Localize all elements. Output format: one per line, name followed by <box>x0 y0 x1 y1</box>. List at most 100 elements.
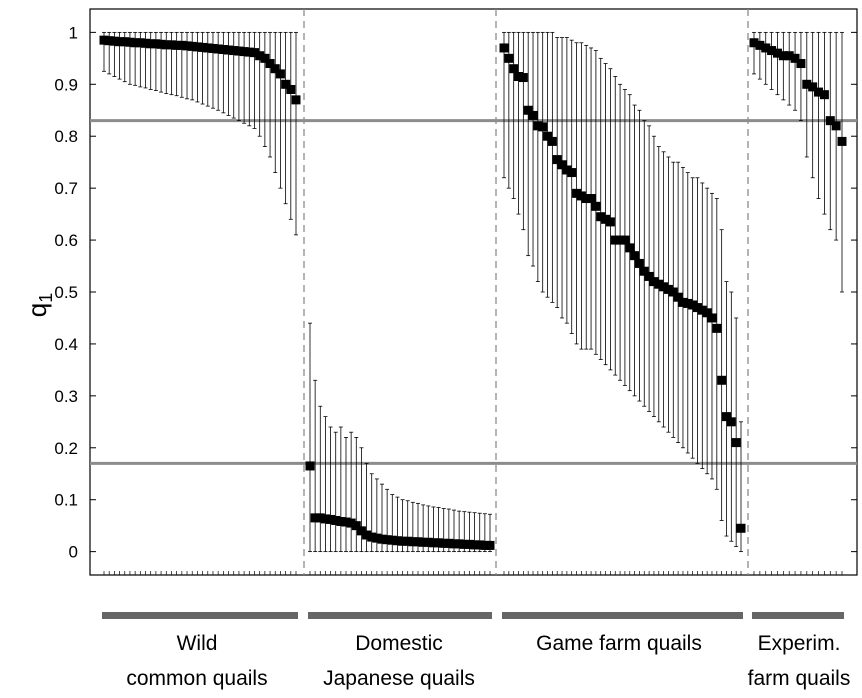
data-point <box>562 165 572 175</box>
data-point <box>192 42 202 52</box>
y-tick-label: 0.7 <box>54 179 78 198</box>
data-point <box>514 72 524 82</box>
data-point <box>234 46 244 56</box>
data-point <box>504 53 514 63</box>
data-point <box>712 323 722 333</box>
data-point <box>439 538 449 548</box>
group-label-1-line-1: Wild <box>177 632 218 655</box>
data-point <box>413 537 423 547</box>
data-point <box>796 59 806 69</box>
data-point <box>161 40 171 50</box>
data-point <box>449 539 459 549</box>
data-point <box>814 87 824 97</box>
data-point <box>717 375 727 385</box>
data-point <box>398 536 408 546</box>
data-point <box>620 235 630 245</box>
data-point <box>610 235 620 245</box>
group-label-4-line-1: Experim. <box>758 632 841 655</box>
data-point <box>485 540 495 550</box>
data-point <box>151 39 161 49</box>
plot-area <box>89 8 858 576</box>
data-point <box>591 201 601 211</box>
group-bar-1 <box>102 612 298 619</box>
data-point <box>177 40 187 50</box>
data-point <box>356 526 366 536</box>
group-bar-3 <box>502 612 743 619</box>
data-point <box>310 513 320 523</box>
error-bars <box>102 31 844 553</box>
y-tick-label: 0.5 <box>54 283 78 302</box>
data-point <box>187 41 197 51</box>
data-point <box>464 539 474 549</box>
y-tick-label: 0.2 <box>54 439 78 458</box>
data-point <box>125 37 135 47</box>
data-point <box>454 539 464 549</box>
data-point <box>581 194 591 204</box>
data-point <box>755 40 765 50</box>
group-bars <box>102 612 844 619</box>
group-bar-4 <box>752 612 844 619</box>
data-point <box>265 59 275 69</box>
data-point <box>543 131 553 141</box>
data-point <box>408 537 418 547</box>
y-tick-label: 0.6 <box>54 231 78 250</box>
data-points <box>99 35 847 550</box>
data-point <box>260 53 270 63</box>
data-point <box>428 538 438 548</box>
data-point <box>403 536 413 546</box>
data-point <box>213 44 223 54</box>
y-tick-label: 0.4 <box>54 335 78 354</box>
data-point <box>146 39 156 49</box>
data-point <box>203 43 213 53</box>
data-point <box>659 282 669 292</box>
data-point <box>372 533 382 543</box>
y-axis-title-group: q1 <box>22 293 56 317</box>
data-point <box>596 212 606 222</box>
data-point <box>229 46 239 56</box>
data-point <box>639 266 649 276</box>
data-point <box>387 535 397 545</box>
y-tick-label: 1 <box>69 23 78 42</box>
data-point <box>377 534 387 544</box>
data-point <box>784 51 794 61</box>
data-point <box>315 513 325 523</box>
data-point <box>586 194 596 204</box>
reference-lines <box>90 119 857 465</box>
data-point <box>663 284 673 294</box>
y-tick-label: 0 <box>69 543 78 562</box>
data-point <box>291 95 301 105</box>
data-point <box>336 517 346 527</box>
data-point <box>120 37 130 47</box>
data-point <box>286 84 296 94</box>
data-point <box>320 514 330 524</box>
data-point <box>331 515 341 525</box>
data-point <box>434 538 444 548</box>
plot-frame <box>89 8 858 576</box>
data-point <box>249 48 259 58</box>
x-ticks <box>103 571 843 575</box>
data-point <box>275 69 285 79</box>
data-point <box>198 42 208 52</box>
group-labels: Wild common quails Domestic Japanese quails… <box>126 632 850 690</box>
group-label-1-line-2: common quails <box>126 667 267 690</box>
data-point <box>790 53 800 63</box>
y-axis-ticks: 0 0.1 0.2 0.3 0.4 0.5 0.6 0.7 0.8 0.9 1 <box>54 23 857 562</box>
data-point <box>615 235 625 245</box>
data-point <box>802 79 812 89</box>
data-point <box>418 537 428 547</box>
data-point <box>172 40 182 50</box>
data-point <box>382 535 392 545</box>
data-point <box>634 258 644 268</box>
data-point <box>837 136 847 146</box>
data-point <box>135 38 145 48</box>
data-point <box>761 43 771 53</box>
group-bar-2 <box>308 612 492 619</box>
data-point <box>547 136 557 146</box>
data-point <box>654 279 664 289</box>
data-point <box>255 51 265 61</box>
data-point <box>673 292 683 302</box>
data-point <box>208 43 218 53</box>
data-point <box>644 271 654 281</box>
y-tick-label: 0.9 <box>54 75 78 94</box>
